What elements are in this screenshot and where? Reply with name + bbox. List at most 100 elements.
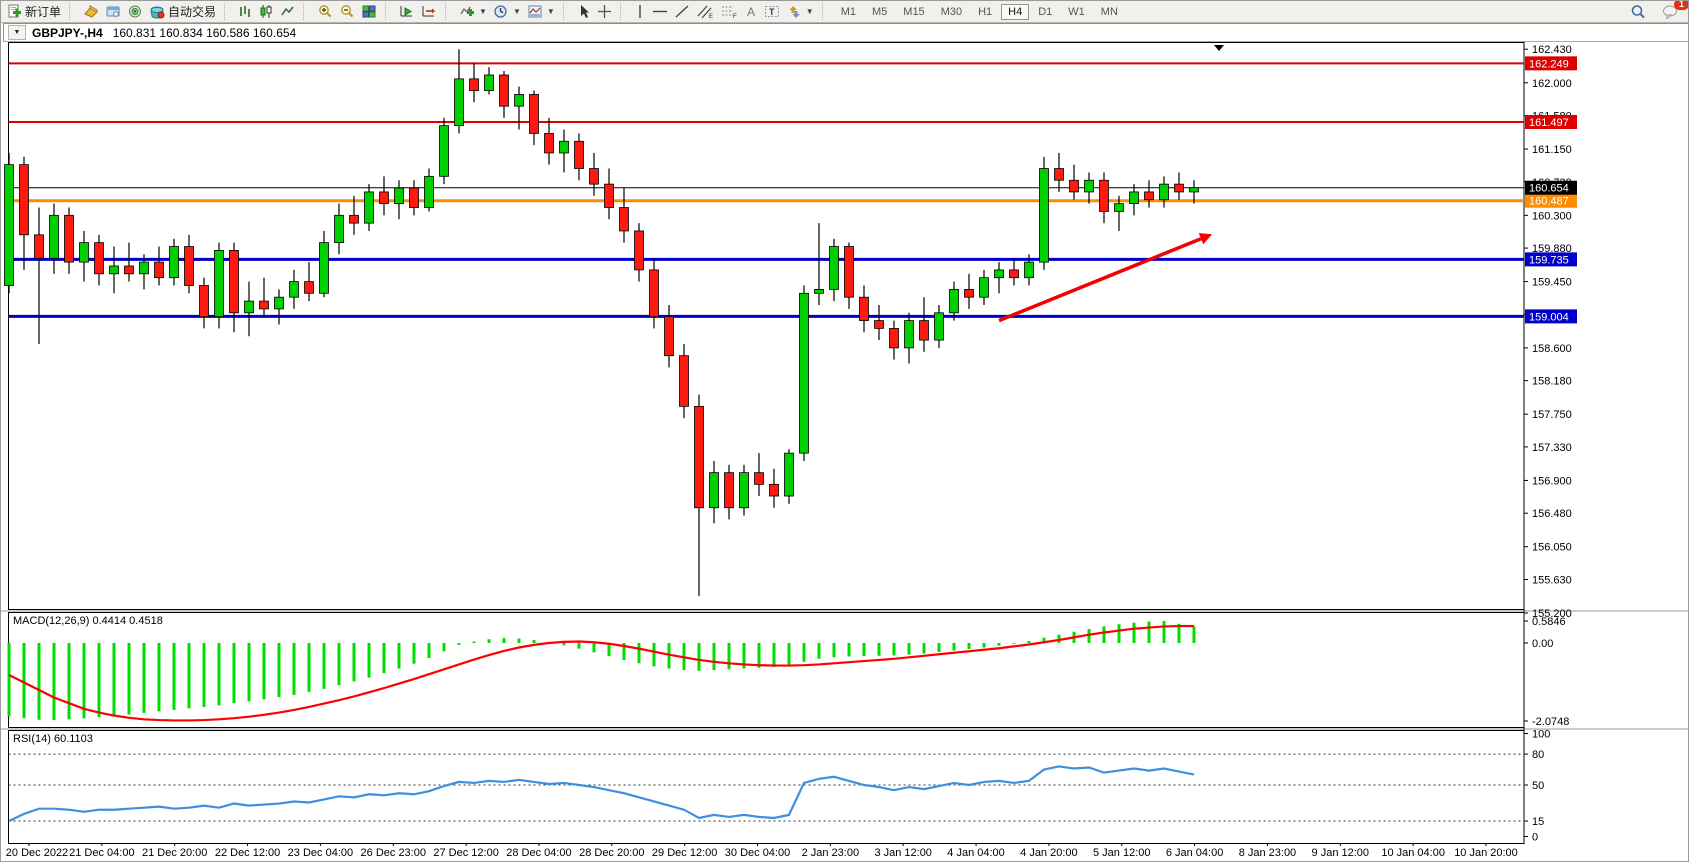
candle-body[interactable] bbox=[694, 405, 704, 509]
candle-body[interactable] bbox=[1144, 191, 1154, 201]
candle-body[interactable] bbox=[994, 269, 1004, 279]
trend-arrow[interactable] bbox=[998, 237, 1202, 323]
candle-body[interactable] bbox=[829, 246, 839, 290]
arrows-tool-button[interactable]: ▼ bbox=[783, 3, 817, 20]
candle-body[interactable] bbox=[709, 472, 719, 509]
candle-body[interactable] bbox=[274, 296, 284, 310]
data-window-button[interactable] bbox=[102, 3, 124, 20]
candle-body[interactable] bbox=[409, 187, 419, 208]
tile-windows-button[interactable] bbox=[358, 3, 380, 20]
candle-body[interactable] bbox=[1084, 179, 1094, 193]
candle-body[interactable] bbox=[799, 292, 809, 454]
candle-body[interactable] bbox=[619, 207, 629, 232]
candle-body[interactable] bbox=[19, 164, 29, 236]
candle-body[interactable] bbox=[379, 191, 389, 205]
candle-body[interactable] bbox=[874, 320, 884, 329]
candle-body[interactable] bbox=[124, 265, 134, 275]
candle-body[interactable] bbox=[4, 164, 14, 286]
candle-body[interactable] bbox=[184, 246, 194, 286]
candle-body[interactable] bbox=[514, 94, 524, 107]
indicators-button[interactable]: ▼ bbox=[456, 3, 490, 20]
candle-body[interactable] bbox=[859, 296, 869, 321]
candle-body[interactable] bbox=[319, 242, 329, 294]
candle-body[interactable] bbox=[229, 250, 239, 314]
candle-body[interactable] bbox=[1099, 179, 1109, 212]
candle-body[interactable] bbox=[214, 250, 224, 318]
candle-body[interactable] bbox=[544, 133, 554, 154]
candle-body[interactable] bbox=[64, 214, 74, 263]
candle-body[interactable] bbox=[574, 140, 584, 169]
candle-body[interactable] bbox=[919, 320, 929, 341]
candle-body[interactable] bbox=[679, 355, 689, 407]
collapse-chart-button[interactable]: ▼ bbox=[8, 25, 26, 40]
candle-body[interactable] bbox=[889, 327, 899, 349]
candle-body[interactable] bbox=[109, 265, 119, 275]
horizontal-line-button[interactable] bbox=[649, 3, 671, 20]
timeframe-d1[interactable]: D1 bbox=[1038, 5, 1053, 18]
candle-body[interactable] bbox=[1069, 179, 1079, 193]
candle-body[interactable] bbox=[154, 261, 164, 279]
candle-body[interactable] bbox=[424, 175, 434, 208]
candle-body[interactable] bbox=[769, 483, 779, 497]
candle-body[interactable] bbox=[949, 289, 959, 314]
vertical-line-button[interactable] bbox=[631, 3, 649, 20]
candle-body[interactable] bbox=[904, 320, 914, 349]
candle-body[interactable] bbox=[649, 269, 659, 318]
search-button[interactable] bbox=[1627, 3, 1649, 21]
candle-body[interactable] bbox=[289, 281, 299, 298]
periods-button[interactable]: ▼ bbox=[490, 3, 524, 20]
templates-button[interactable]: ▼ bbox=[524, 3, 558, 20]
candle-body[interactable] bbox=[1189, 187, 1199, 193]
candle-body[interactable] bbox=[439, 125, 449, 177]
candlestick-button[interactable] bbox=[256, 3, 277, 20]
candle-body[interactable] bbox=[1159, 183, 1169, 201]
timeframe-m30[interactable]: M30 bbox=[940, 5, 963, 18]
candle-body[interactable] bbox=[934, 312, 944, 341]
text-label-button[interactable]: T bbox=[761, 3, 783, 20]
candle-body[interactable] bbox=[589, 168, 599, 185]
timeframe-m5[interactable]: M5 bbox=[872, 5, 888, 18]
autotrading-button[interactable]: 自动交易 bbox=[146, 2, 219, 21]
crosshair-button[interactable] bbox=[594, 3, 615, 20]
candle-body[interactable] bbox=[244, 300, 254, 314]
candle-body[interactable] bbox=[199, 285, 209, 318]
new-order-button[interactable]: 新订单 bbox=[4, 2, 64, 21]
candle-body[interactable] bbox=[979, 277, 989, 298]
candle-body[interactable] bbox=[754, 472, 764, 485]
candle-body[interactable] bbox=[814, 289, 824, 294]
timeframe-m1[interactable]: M1 bbox=[840, 5, 856, 18]
notifications-button[interactable]: 1 bbox=[1659, 1, 1688, 21]
candle-body[interactable] bbox=[724, 472, 734, 509]
candle-body[interactable] bbox=[529, 94, 539, 134]
candle-body[interactable] bbox=[394, 187, 404, 205]
line-chart-button[interactable] bbox=[277, 3, 298, 20]
zoom-out-button[interactable] bbox=[336, 3, 358, 20]
auto-scroll-button[interactable] bbox=[396, 3, 418, 20]
candle-body[interactable] bbox=[964, 289, 974, 298]
bar-chart-button[interactable] bbox=[235, 3, 256, 20]
rsi-panel[interactable] bbox=[8, 730, 1525, 844]
text-button[interactable]: A bbox=[741, 3, 761, 20]
trendline-button[interactable] bbox=[671, 3, 693, 20]
chart-shift-marker[interactable] bbox=[1214, 45, 1224, 51]
candle-body[interactable] bbox=[1174, 183, 1184, 193]
candle-body[interactable] bbox=[1024, 261, 1034, 279]
main-chart-panel[interactable] bbox=[8, 42, 1525, 610]
candle-body[interactable] bbox=[469, 78, 479, 91]
candle-body[interactable] bbox=[844, 246, 854, 298]
market-watch-button[interactable] bbox=[80, 3, 102, 20]
candle-body[interactable] bbox=[34, 234, 44, 259]
candle-body[interactable] bbox=[739, 472, 749, 509]
candle-body[interactable] bbox=[49, 214, 59, 259]
cursor-button[interactable] bbox=[574, 3, 594, 20]
fibonacci-button[interactable]: F bbox=[717, 3, 741, 20]
navigator-button[interactable] bbox=[124, 3, 146, 20]
zoom-in-button[interactable] bbox=[314, 3, 336, 20]
equidistant-channel-button[interactable]: E bbox=[693, 3, 717, 20]
candle-body[interactable] bbox=[304, 281, 314, 294]
candle-body[interactable] bbox=[784, 452, 794, 497]
candle-body[interactable] bbox=[259, 300, 269, 310]
timeframe-mn[interactable]: MN bbox=[1100, 5, 1118, 18]
candle-body[interactable] bbox=[169, 246, 179, 279]
